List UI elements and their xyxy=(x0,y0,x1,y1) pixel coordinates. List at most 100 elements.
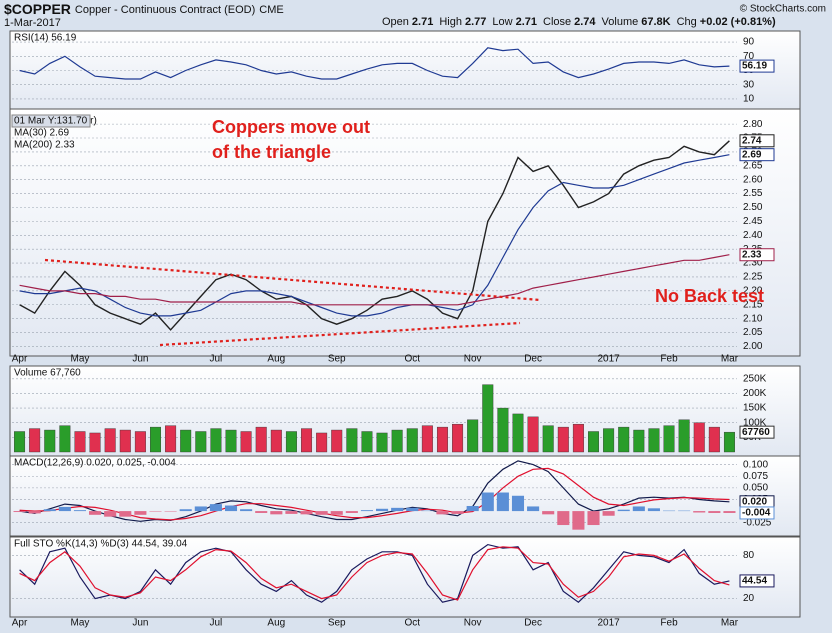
x-tick-label: May xyxy=(71,354,90,365)
volume-bar xyxy=(678,419,690,453)
y-tick-label: 2.80 xyxy=(743,119,763,130)
value-box-label: 56.19 xyxy=(742,61,767,72)
value-box xyxy=(739,574,775,588)
x-tick-label: Sep xyxy=(328,354,346,365)
stat-value: 2.71 xyxy=(412,16,433,28)
histogram-bar xyxy=(602,511,615,516)
volume-bar xyxy=(557,426,569,453)
histogram-bar xyxy=(436,511,449,515)
volume-bar xyxy=(467,419,479,453)
histogram-bar xyxy=(466,505,479,512)
series-line xyxy=(19,543,730,603)
volume-bar xyxy=(588,431,599,453)
x-tick-label: Sep xyxy=(328,618,346,629)
volume-bar xyxy=(134,431,146,453)
histogram-bar xyxy=(708,511,721,513)
series-line xyxy=(19,254,730,306)
histogram-bar xyxy=(179,509,192,512)
histogram-bar xyxy=(406,507,419,512)
histogram-bar xyxy=(376,508,389,512)
histogram-bar xyxy=(572,511,585,530)
volume-bar xyxy=(225,429,237,453)
stat-label: Low xyxy=(492,16,512,28)
x-tick-label: May xyxy=(71,618,90,629)
histogram-bar xyxy=(542,511,555,515)
volume-bar xyxy=(572,423,584,453)
y-tick-label: 0.100 xyxy=(743,459,768,470)
histogram-bar xyxy=(587,511,600,526)
y-tick-label: 2.60 xyxy=(743,174,763,185)
stat-value: 67.8K xyxy=(641,16,670,28)
volume-bar xyxy=(331,429,343,453)
histogram-bar xyxy=(119,511,132,517)
volume-bar xyxy=(482,384,494,453)
y-tick-label: 2.10 xyxy=(743,313,763,324)
stat-value: 2.71 xyxy=(516,16,537,28)
volume-bar xyxy=(618,426,630,453)
histogram-bar xyxy=(285,511,298,514)
y-tick-label: 250K xyxy=(743,373,767,384)
volume-bar xyxy=(406,428,418,453)
histogram-bar xyxy=(13,511,26,513)
value-box xyxy=(739,59,775,73)
x-tick-label: Mar xyxy=(721,354,739,365)
volume-bar xyxy=(452,423,464,453)
volume-bar xyxy=(89,432,101,453)
histogram-bar xyxy=(527,506,540,512)
y-tick-label: 0.075 xyxy=(743,471,768,482)
histogram-bar xyxy=(104,511,117,517)
y-tick-label: 2.55 xyxy=(743,188,763,199)
upper-trendline xyxy=(44,258,541,302)
stat-label: High xyxy=(439,16,462,28)
histogram-bar xyxy=(451,511,464,514)
x-tick-label: Oct xyxy=(404,618,420,629)
volume-bar xyxy=(29,428,41,453)
histogram-bar xyxy=(496,492,509,512)
volume-bar xyxy=(648,428,660,453)
volume-bar xyxy=(723,431,735,453)
y-tick-label: 2.00 xyxy=(743,341,763,352)
volume-bar xyxy=(301,428,313,453)
histogram-bar xyxy=(224,505,238,512)
x-tick-label: Apr xyxy=(12,354,28,365)
histogram-bar xyxy=(194,506,207,512)
annotation: Coppers move out xyxy=(212,117,370,137)
histogram-bar xyxy=(209,504,222,512)
volume-bar xyxy=(527,416,539,453)
x-tick-label: Aug xyxy=(267,354,285,365)
histogram-bar xyxy=(300,511,313,515)
volume-bar xyxy=(285,431,297,453)
cursor-readout-box xyxy=(11,114,91,128)
y-tick-label: 2.20 xyxy=(743,286,763,297)
lower-trendline xyxy=(159,321,521,347)
y-tick-label: 90 xyxy=(743,37,755,48)
x-tick-label: 2017 xyxy=(597,354,620,365)
cursor-readout: 01 Mar Y:131.70 xyxy=(14,116,88,127)
volume-bar xyxy=(59,425,71,453)
panels: 1030507090RSI(14) 56.1956.192.002.052.10… xyxy=(9,30,801,629)
histogram-bar xyxy=(330,511,343,515)
histogram-bar xyxy=(43,509,56,512)
symbol: $COPPER xyxy=(4,1,71,17)
x-tick-label: Dec xyxy=(524,618,542,629)
y-tick-label: 200K xyxy=(743,388,767,399)
volume-bar xyxy=(74,431,86,453)
histogram-bar xyxy=(617,509,630,512)
y-tick-label: 100K xyxy=(743,417,767,428)
histogram-bar xyxy=(73,510,87,512)
stat-value: 2.74 xyxy=(574,16,596,28)
volume-bar xyxy=(240,431,252,453)
volume-bar xyxy=(14,431,26,453)
histogram-bar xyxy=(557,511,570,526)
y-tick-label: 0.050 xyxy=(743,483,768,494)
x-tick-label: Jun xyxy=(132,354,148,365)
y-tick-label: 80 xyxy=(743,550,755,561)
legend-entry: MA(200) 2.33 xyxy=(14,140,75,151)
y-tick-label: 2.25 xyxy=(743,272,763,283)
x-tick-label: Nov xyxy=(464,354,482,365)
panel-title: Full STO %K(14,3) %D(3) 44.54, 39.04 xyxy=(14,539,188,550)
histogram-bar xyxy=(28,511,41,514)
x-tick-label: Aug xyxy=(267,618,285,629)
stat-value: +0.02 (+0.81%) xyxy=(700,16,776,28)
